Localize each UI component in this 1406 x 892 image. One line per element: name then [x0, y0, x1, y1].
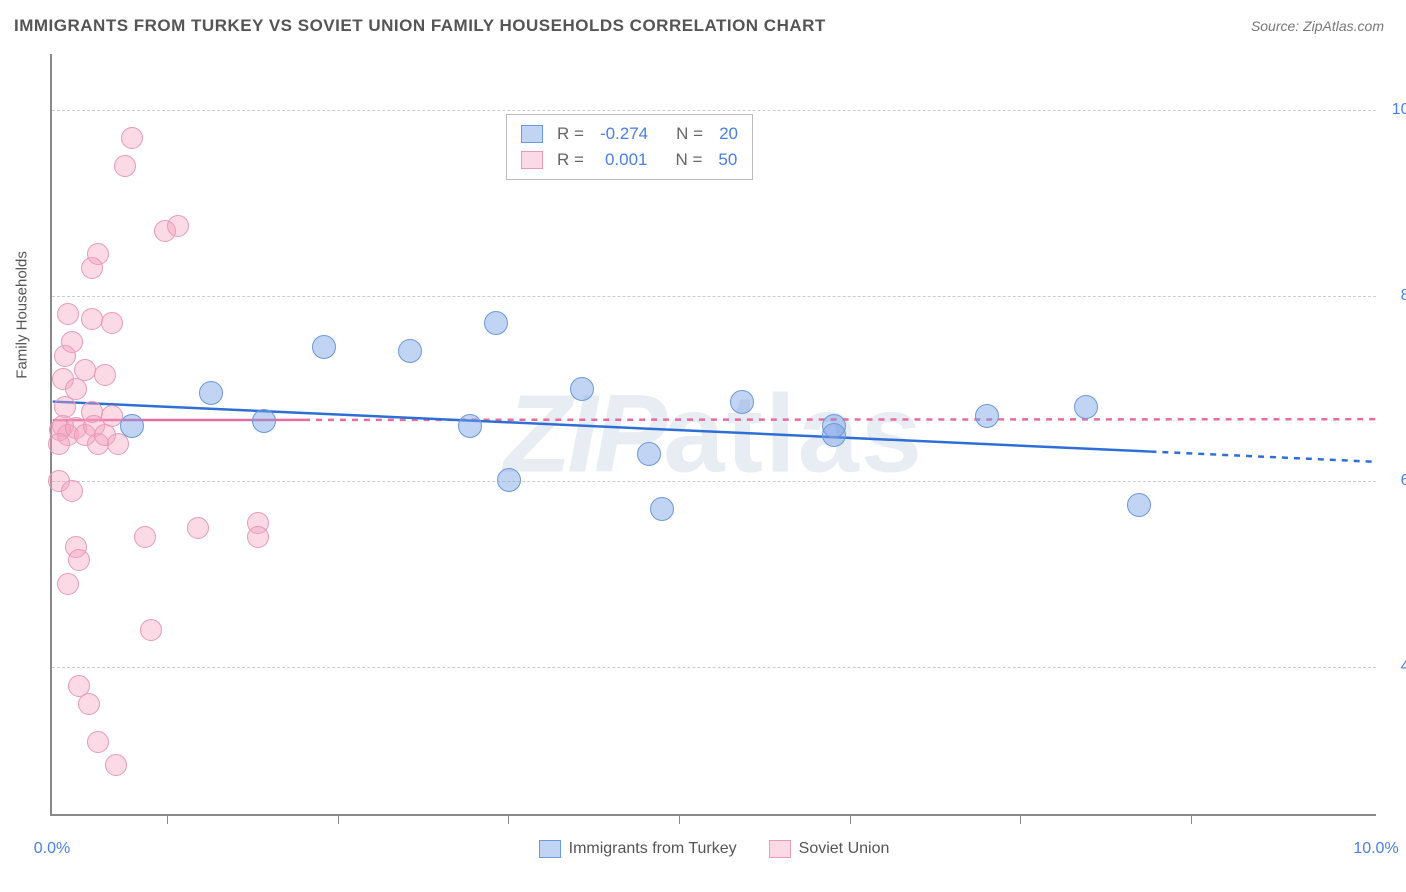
- data-point-turkey: [458, 414, 482, 438]
- r-label: R =: [557, 150, 584, 170]
- x-tick: [338, 814, 339, 824]
- data-point-soviet: [101, 312, 123, 334]
- data-point-turkey: [637, 442, 661, 466]
- data-point-soviet: [87, 243, 109, 265]
- data-point-soviet: [78, 693, 100, 715]
- data-point-soviet: [114, 155, 136, 177]
- data-point-soviet: [167, 215, 189, 237]
- data-point-turkey: [650, 497, 674, 521]
- y-tick-label: 40.0%: [1401, 658, 1406, 676]
- y-tick-label: 100.0%: [1392, 101, 1406, 119]
- data-point-turkey: [1074, 395, 1098, 419]
- watermark-atlas: atlas: [663, 373, 924, 496]
- data-point-turkey: [252, 409, 276, 433]
- swatch-soviet: [521, 151, 543, 169]
- data-point-soviet: [68, 549, 90, 571]
- x-tick: [508, 814, 509, 824]
- x-min-label: 0.0%: [34, 840, 70, 858]
- gridline-h: [52, 296, 1376, 297]
- x-tick: [679, 814, 680, 824]
- gridline-h: [52, 481, 1376, 482]
- swatch-turkey: [539, 840, 561, 858]
- gridline-h: [52, 110, 1376, 111]
- data-point-soviet: [65, 378, 87, 400]
- data-point-soviet: [187, 517, 209, 539]
- data-point-soviet: [61, 331, 83, 353]
- trendline-turkey-extrapolated: [1150, 452, 1375, 462]
- data-point-turkey: [822, 423, 846, 447]
- data-point-turkey: [120, 414, 144, 438]
- legend-label-soviet: Soviet Union: [799, 840, 890, 858]
- watermark: ZIPatlas: [504, 371, 924, 498]
- data-point-soviet: [87, 731, 109, 753]
- soviet-n-value: 50: [718, 150, 737, 170]
- x-tick: [850, 814, 851, 824]
- plot-area: ZIPatlas R = -0.274 N = 20 R = 0.001 N =…: [50, 54, 1376, 816]
- r-label: R =: [557, 124, 584, 144]
- gridline-h: [52, 667, 1376, 668]
- legend-item-soviet: Soviet Union: [769, 840, 890, 858]
- legend-row-turkey: R = -0.274 N = 20: [521, 121, 738, 147]
- data-point-soviet: [247, 526, 269, 548]
- y-axis-label: Family Households: [14, 251, 31, 379]
- legend-row-soviet: R = 0.001 N = 50: [521, 147, 738, 173]
- data-point-turkey: [1127, 493, 1151, 517]
- data-point-soviet: [140, 619, 162, 641]
- data-point-soviet: [81, 308, 103, 330]
- data-point-turkey: [975, 404, 999, 428]
- turkey-n-value: 20: [719, 124, 738, 144]
- x-max-label: 10.0%: [1353, 840, 1398, 858]
- legend-label-turkey: Immigrants from Turkey: [569, 840, 737, 858]
- data-point-turkey: [484, 311, 508, 335]
- data-point-turkey: [312, 335, 336, 359]
- soviet-r-value: 0.001: [605, 150, 648, 170]
- data-point-turkey: [199, 381, 223, 405]
- data-point-turkey: [497, 468, 521, 492]
- data-point-soviet: [134, 526, 156, 548]
- swatch-soviet: [769, 840, 791, 858]
- data-point-turkey: [398, 339, 422, 363]
- turkey-r-value: -0.274: [600, 124, 648, 144]
- data-point-soviet: [121, 127, 143, 149]
- chart-container: IMMIGRANTS FROM TURKEY VS SOVIET UNION F…: [0, 0, 1406, 892]
- n-label: N =: [675, 150, 702, 170]
- legend-item-turkey: Immigrants from Turkey: [539, 840, 737, 858]
- data-point-soviet: [94, 364, 116, 386]
- data-point-soviet: [61, 480, 83, 502]
- data-point-soviet: [57, 303, 79, 325]
- x-tick: [1191, 814, 1192, 824]
- y-tick-label: 60.0%: [1401, 472, 1406, 490]
- data-point-soviet: [57, 573, 79, 595]
- correlation-legend: R = -0.274 N = 20 R = 0.001 N = 50: [506, 114, 753, 180]
- data-point-turkey: [570, 377, 594, 401]
- data-point-soviet: [105, 754, 127, 776]
- data-point-turkey: [730, 390, 754, 414]
- x-tick: [167, 814, 168, 824]
- chart-title: IMMIGRANTS FROM TURKEY VS SOVIET UNION F…: [14, 16, 826, 36]
- x-tick: [1020, 814, 1021, 824]
- y-tick-label: 80.0%: [1401, 287, 1406, 305]
- series-legend: Immigrants from Turkey Soviet Union: [52, 840, 1376, 858]
- source-attribution: Source: ZipAtlas.com: [1251, 18, 1384, 34]
- data-point-soviet: [48, 433, 70, 455]
- n-label: N =: [676, 124, 703, 144]
- swatch-turkey: [521, 125, 543, 143]
